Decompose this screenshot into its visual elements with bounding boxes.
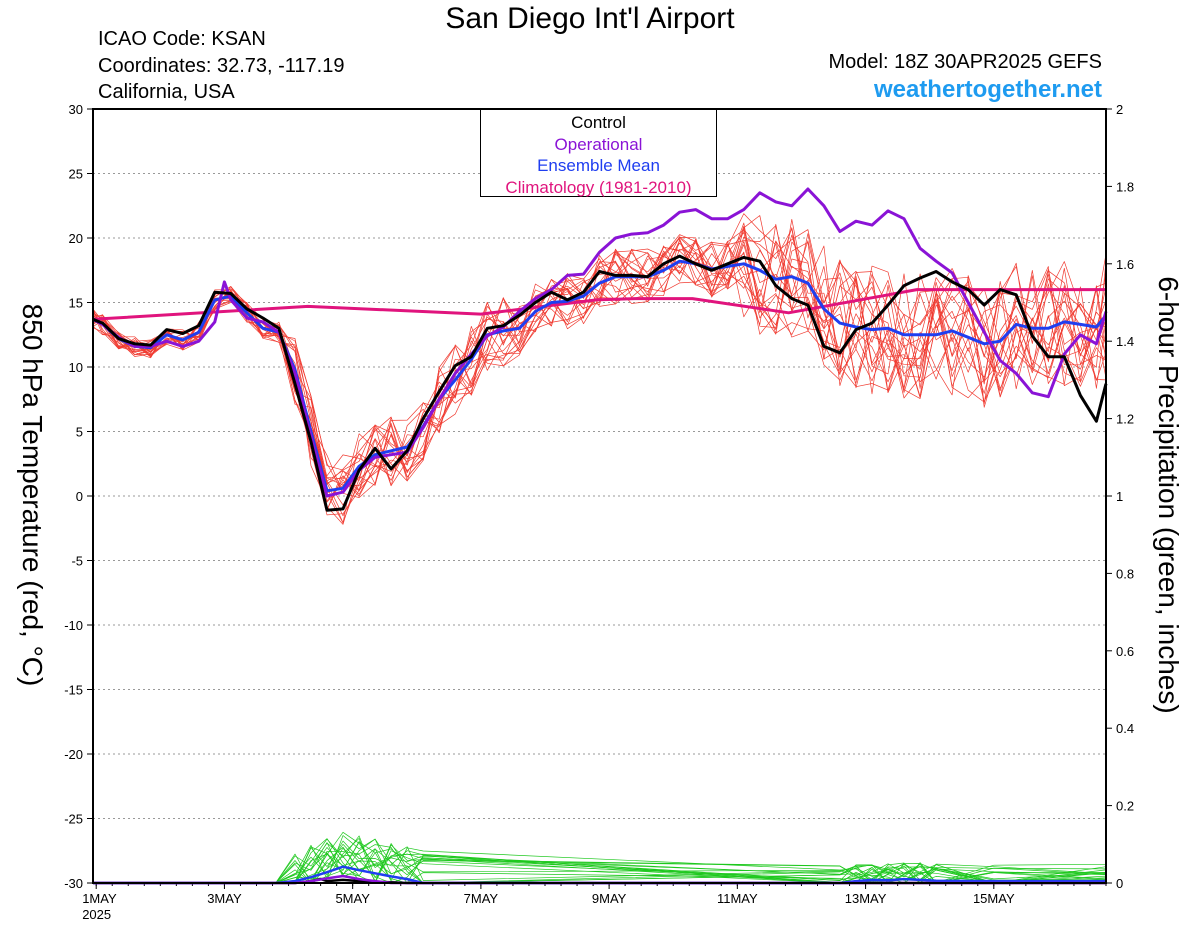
- temp-member-line: [92, 225, 1107, 486]
- y-tick-label: 20: [69, 231, 83, 246]
- y-tick-label: 10: [69, 360, 83, 375]
- y-tick-label: -30: [64, 876, 83, 891]
- temp-member-line: [92, 213, 1107, 498]
- precip-member-line: [93, 831, 1106, 884]
- y-tick-label: -25: [64, 812, 83, 827]
- y2-tick-label: 0: [1116, 876, 1123, 891]
- precip-mean-line: [93, 865, 1106, 885]
- y2-tick-label: 1.8: [1116, 179, 1134, 194]
- control-line: [92, 254, 1108, 512]
- x-tick-label: 1MAY: [82, 891, 117, 906]
- y-tick-label: 0: [76, 489, 83, 504]
- y-tick-label: -15: [64, 683, 83, 698]
- temp-member-line: [92, 234, 1107, 517]
- y2-tick-label: 0.2: [1116, 799, 1134, 814]
- y2-tick-label: 1: [1116, 489, 1123, 504]
- x-tick-label: 13MAY: [845, 891, 887, 906]
- y2-tick-label: 1.2: [1116, 412, 1134, 427]
- precip-member-line: [93, 844, 1107, 884]
- y-tick-label: 5: [76, 425, 83, 440]
- y-tick-label: 30: [69, 102, 83, 117]
- climatology-line: [92, 288, 1106, 321]
- legend-item-control: Control: [571, 113, 626, 132]
- precip-member-line: [93, 847, 1107, 884]
- x-tick-label: 11MAY: [717, 891, 758, 906]
- ensemble-mean-line: [92, 259, 1108, 493]
- region: California, USA: [98, 81, 235, 103]
- model-run: Model: 18Z 30APR2025 GEFS: [828, 51, 1102, 73]
- operational-line: [92, 187, 1108, 498]
- y-tick-label: 25: [69, 167, 83, 182]
- y-tick-label: -10: [64, 618, 83, 633]
- legend-item-mean: Ensemble Mean: [537, 156, 660, 175]
- legend-item-operational: Operational: [554, 134, 643, 154]
- y-axis-label-left: 850 hPa Temperature (red, °C): [17, 303, 48, 687]
- x-tick-label: 3MAY: [207, 891, 242, 906]
- precip-member-line: [93, 838, 1107, 884]
- precip-member-line: [93, 842, 1107, 884]
- y2-tick-label: 1.6: [1116, 257, 1134, 272]
- x-tick-label: 7MAY: [464, 891, 499, 906]
- y2-tick-label: 0.8: [1116, 566, 1134, 581]
- site-link[interactable]: weathertogether.net: [873, 76, 1102, 103]
- legend-item-climatology: Climatology (1981-2010): [505, 177, 692, 197]
- y2-tick-label: 1.4: [1116, 334, 1134, 349]
- precip-member-line: [93, 840, 1107, 884]
- y2-tick-label: 2: [1116, 102, 1123, 117]
- x-tick-label: 15MAY: [973, 891, 1015, 906]
- precip-member-line: [93, 846, 1107, 884]
- y-tick-label: -5: [71, 554, 83, 569]
- temp-member-line: [92, 240, 1107, 477]
- legend: Control Operational Ensemble Mean Climat…: [480, 109, 717, 197]
- x-tick-sublabel: 2025: [82, 907, 111, 922]
- icao-code: ICAO Code: KSAN: [98, 28, 266, 50]
- temp-member-line: [92, 218, 1107, 494]
- y2-tick-label: 0.6: [1116, 644, 1134, 659]
- coordinates: Coordinates: 32.73, -117.19: [98, 55, 345, 77]
- x-tick-label: 9MAY: [592, 891, 627, 906]
- y-tick-label: -20: [64, 747, 83, 762]
- temp-member-line: [92, 249, 1107, 502]
- y2-tick-label: 0.4: [1116, 721, 1134, 736]
- x-tick-label: 5MAY: [335, 891, 370, 906]
- page-title: San Diego Int'l Airport: [445, 2, 735, 35]
- precip-member-line: [93, 835, 1107, 884]
- y-tick-label: 15: [69, 296, 83, 311]
- y-axis-label-right: 6-hour Precipitation (green, inches): [1153, 276, 1184, 714]
